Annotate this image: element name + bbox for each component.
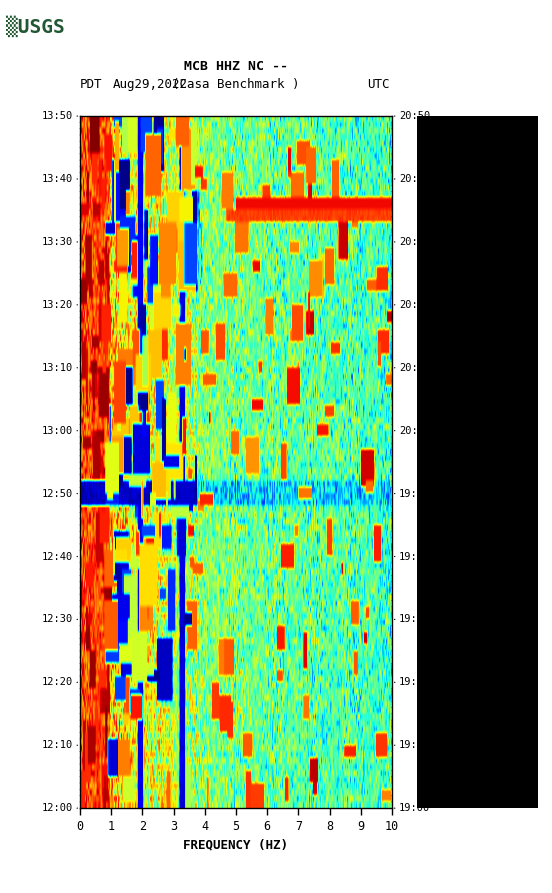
Text: 20:40: 20:40: [399, 174, 430, 184]
Text: PDT: PDT: [80, 78, 103, 91]
Text: 20:50: 20:50: [399, 111, 430, 121]
Text: 12:30: 12:30: [42, 614, 73, 624]
Text: 13:00: 13:00: [42, 426, 73, 436]
X-axis label: FREQUENCY (HZ): FREQUENCY (HZ): [183, 839, 289, 852]
Text: 13:10: 13:10: [42, 363, 73, 372]
Text: 12:40: 12:40: [42, 552, 73, 562]
Text: MCB HHZ NC --: MCB HHZ NC --: [184, 60, 288, 73]
Text: 20:20: 20:20: [399, 300, 430, 310]
Text: (Casa Benchmark ): (Casa Benchmark ): [172, 78, 300, 91]
Text: 12:10: 12:10: [42, 740, 73, 750]
Text: 19:50: 19:50: [399, 488, 430, 498]
Text: 19:30: 19:30: [399, 614, 430, 624]
Text: 13:40: 13:40: [42, 174, 73, 184]
Text: 20:10: 20:10: [399, 363, 430, 372]
Text: 20:30: 20:30: [399, 237, 430, 247]
Text: 12:20: 12:20: [42, 677, 73, 688]
Text: 13:50: 13:50: [42, 111, 73, 121]
Text: 19:10: 19:10: [399, 740, 430, 750]
Text: Aug29,2022: Aug29,2022: [113, 78, 188, 91]
Text: 13:30: 13:30: [42, 237, 73, 247]
Text: 12:50: 12:50: [42, 488, 73, 498]
Text: ▒USGS: ▒USGS: [6, 15, 64, 37]
Text: 19:40: 19:40: [399, 552, 430, 562]
Text: 19:00: 19:00: [399, 803, 430, 814]
Text: 13:20: 13:20: [42, 300, 73, 310]
Text: 12:00: 12:00: [42, 803, 73, 814]
Text: 19:20: 19:20: [399, 677, 430, 688]
Text: 20:00: 20:00: [399, 426, 430, 436]
Text: UTC: UTC: [367, 78, 389, 91]
